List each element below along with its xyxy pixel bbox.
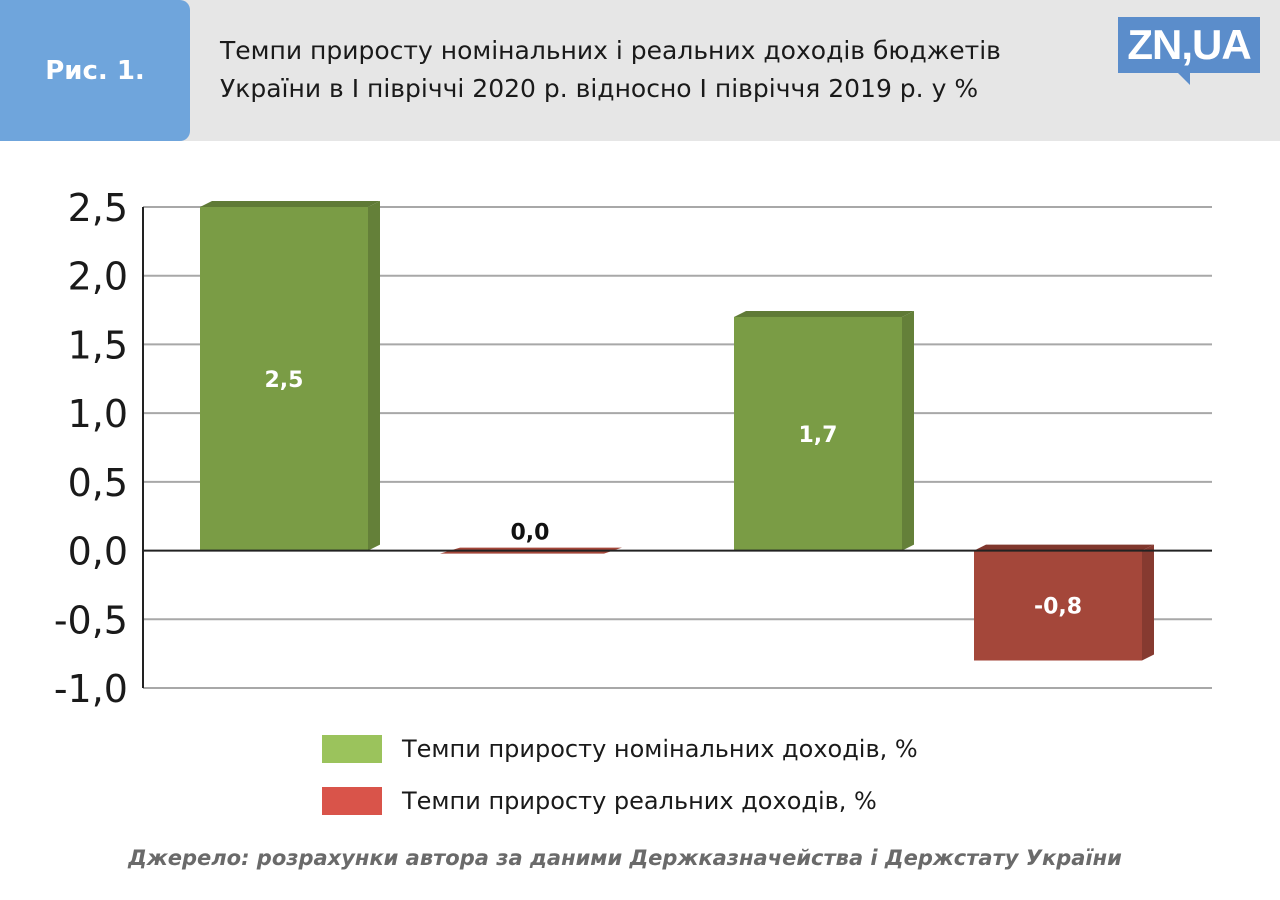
legend-swatch-nominal xyxy=(322,735,382,763)
bar-chart: 2,5 2,0 1,5 1,0 0,5 0,0 -0,5 -1,0 2,5 1,7 0,0 -0,8 xyxy=(54,186,1212,711)
y-tick-label: -0,5 xyxy=(54,598,128,642)
legend-swatch-real xyxy=(322,787,382,815)
bar xyxy=(974,550,1142,661)
legend-label-real: Темпи приросту реальних доходів, % xyxy=(402,787,877,815)
legend-item-real: Темпи приросту реальних доходів, % xyxy=(322,785,918,817)
source-note: Джерело: розрахунки автора за даними Дер… xyxy=(128,846,1122,870)
data-label: 0,0 xyxy=(511,521,550,546)
y-tick-label: 0,0 xyxy=(68,530,128,574)
data-label: 1,7 xyxy=(799,423,838,448)
bar-side xyxy=(902,310,914,551)
figure-label: Рис. 1. xyxy=(0,0,190,141)
logo-speech-tail xyxy=(1178,73,1190,85)
y-tick-label: 1,0 xyxy=(68,392,128,436)
y-tick-label: 1,5 xyxy=(68,323,128,367)
bar-top xyxy=(734,310,914,317)
bar-top xyxy=(974,544,1154,551)
bar xyxy=(200,207,368,551)
data-label: 2,5 xyxy=(265,368,304,393)
bar-side xyxy=(368,201,380,551)
y-tick-label: 2,5 xyxy=(68,186,128,230)
y-tick-label: 2,0 xyxy=(68,255,128,299)
y-tick-label: -1,0 xyxy=(54,667,128,711)
bar-side xyxy=(1142,544,1154,661)
legend-label-nominal: Темпи приросту номінальних доходів, % xyxy=(402,735,918,763)
header: Рис. 1. Темпи приросту номінальних і реа… xyxy=(0,0,1280,141)
bar-top xyxy=(200,201,380,207)
title-line-1: Темпи приросту номінальних і реальних до… xyxy=(220,36,1001,65)
zn-ua-logo: ZN,UA xyxy=(1118,17,1260,73)
chart-title: Темпи приросту номінальних і реальних до… xyxy=(220,32,1100,108)
legend-item-nominal: Темпи приросту номінальних доходів, % xyxy=(322,733,918,765)
data-label: -0,8 xyxy=(1034,595,1082,620)
title-line-2: України в І півріччі 2020 р. відносно І … xyxy=(220,74,979,103)
bar xyxy=(734,316,902,551)
legend: Темпи приросту номінальних доходів, % Те… xyxy=(322,733,918,837)
y-tick-label: 0,5 xyxy=(68,461,128,505)
